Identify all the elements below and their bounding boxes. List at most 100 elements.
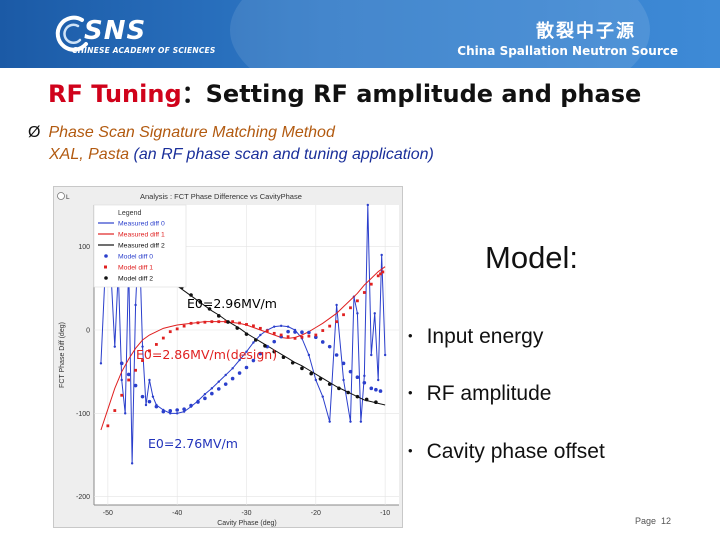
model-point [231, 320, 235, 324]
annotation-label: E0=2.86MV/m(design) [136, 347, 277, 362]
apps-line: XAL, Pasta (an RF phase scan and tuning … [49, 146, 434, 164]
model-title: Model: [485, 240, 579, 275]
model-point [335, 320, 339, 324]
model-point [349, 306, 352, 310]
series-line [100, 266, 386, 431]
plot-svg: L Analysis : FCT Phase Difference vs Cav… [54, 187, 402, 527]
data-point [144, 403, 148, 407]
legend-item: Measured diff 0 [98, 221, 165, 228]
legend-item: Measured diff 1 [98, 232, 165, 239]
legend-item: Model diff 1 [104, 265, 153, 272]
model-point [307, 334, 311, 338]
data-point [321, 395, 324, 398]
data-point [231, 367, 234, 370]
model-point [148, 349, 151, 353]
legend-swatch [104, 254, 108, 258]
model-point [320, 340, 325, 344]
model-point [168, 409, 173, 413]
model-point [293, 330, 297, 334]
model-item-label: Input energy [426, 325, 544, 348]
model-item-rf-amplitude: • RF amplitude [408, 382, 551, 406]
model-point [337, 386, 341, 391]
data-point [370, 353, 373, 357]
model-point [189, 293, 193, 297]
data-point [377, 378, 380, 382]
series-measured-diff-1 [100, 266, 386, 431]
model-point [210, 320, 214, 324]
annotation-label: E0=2.76MV/m [148, 436, 238, 451]
model-item-input-energy: • Input energy [408, 325, 543, 349]
data-point [113, 345, 116, 348]
data-point [328, 420, 331, 423]
model-point [113, 409, 117, 412]
bullet-dot-icon: • [408, 328, 413, 343]
data-point [359, 420, 363, 423]
data-point [99, 362, 103, 365]
model-point [126, 372, 131, 377]
model-point [348, 369, 353, 374]
data-point [123, 412, 127, 415]
model-point [141, 359, 144, 362]
model-point [318, 377, 323, 381]
model-point [265, 329, 269, 333]
data-point [245, 350, 248, 353]
model-point [223, 382, 228, 386]
data-point [210, 387, 214, 390]
model-point [369, 282, 373, 286]
model-point [161, 336, 165, 340]
data-point [342, 378, 345, 382]
method-bullet: Ø Phase Scan Signature Matching Method [28, 124, 335, 142]
model-point [381, 270, 385, 274]
y-axis-label: FCT Phase Diff (deg) [59, 322, 66, 388]
title-rest: Setting RF amplitude and phase [205, 80, 642, 108]
model-point [272, 339, 277, 344]
data-point [383, 353, 387, 357]
model-point [253, 338, 258, 342]
model-point [309, 371, 313, 376]
model-point [300, 366, 304, 371]
model-point [217, 320, 221, 324]
series-model-diff-0 [119, 329, 383, 414]
model-point [175, 327, 179, 331]
model-point [258, 351, 263, 356]
plot-legend: Legend Measured diff 0 Measured diff 1 Mea… [93, 204, 187, 288]
model-point [321, 329, 325, 332]
model-point [362, 291, 366, 294]
model-point [120, 393, 124, 397]
model-point [378, 389, 383, 393]
data-point [286, 325, 290, 328]
model-point [182, 324, 186, 328]
series-model-diff-1 [106, 270, 385, 428]
y-tick-label: 0 [86, 328, 90, 335]
apps-description: (an RF phase scan and tuning application… [133, 146, 434, 163]
model-point [286, 329, 290, 334]
model-item-cavity-phase-offset: • Cavity phase offset [408, 440, 605, 464]
title-separator: ： [181, 80, 206, 108]
bullet-dot-icon: • [408, 443, 413, 458]
window-header: L Analysis : FCT Phase Difference vs Cav… [57, 192, 302, 201]
data-point [134, 303, 137, 307]
bullet-dot-icon: • [408, 385, 413, 400]
model-point [133, 383, 138, 388]
data-point [356, 312, 359, 315]
y-tick-label: -200 [76, 494, 90, 501]
model-point [198, 300, 203, 304]
data-point [380, 253, 383, 257]
legend-item: Model diff 2 [104, 276, 153, 283]
model-point [224, 320, 228, 324]
model-point [119, 361, 124, 366]
model-point [293, 336, 297, 340]
institution-cn-name: 散裂中子源 [536, 21, 636, 42]
header-glow [230, 0, 650, 68]
plot-annotations: E0=2.96MV/m E0=2.86MV/m(design) E0=2.76MV/… [136, 296, 277, 451]
legend-label: Measured diff 0 [118, 221, 165, 228]
model-point [307, 330, 311, 335]
plot-window-title: Analysis : FCT Phase Difference vs Cavit… [140, 192, 302, 201]
data-point [349, 420, 352, 423]
model-point [238, 321, 241, 325]
model-point [290, 360, 295, 365]
model-point [189, 321, 193, 325]
model-point [346, 390, 350, 395]
model-point [328, 324, 332, 328]
legend-swatch [104, 265, 107, 269]
